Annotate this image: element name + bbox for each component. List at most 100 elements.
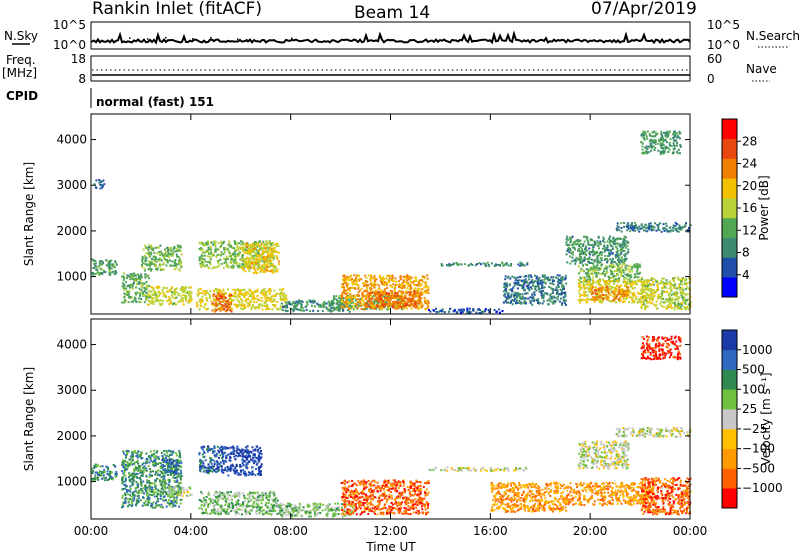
power-cell [611,280,613,282]
power-cell [220,262,223,265]
power-cell [374,277,376,280]
power-cell [609,281,612,284]
power-cell [258,304,260,306]
power-cell [149,246,151,249]
power-cell [589,284,591,287]
power-cell [213,240,216,243]
power-cell [248,263,251,266]
power-cell [558,300,561,303]
power-cell [665,225,668,227]
power-cell [147,268,150,271]
power-cell [585,238,588,241]
power-cell [627,225,629,228]
power-cell [593,260,596,263]
power-cell [604,274,607,277]
power-cell [627,291,630,294]
power-cell [251,255,253,258]
power-cell [627,279,630,282]
power-cell [620,253,622,255]
power-cell [259,269,262,272]
power-cell [282,306,284,309]
power-cell [676,230,679,233]
power-cell [590,268,592,271]
power-cell [646,285,649,288]
power-cell [505,298,508,301]
power-cell [223,240,225,243]
power-cell [353,283,356,286]
power-cell [127,301,130,304]
power-cell [635,265,638,268]
power-cell [648,301,650,304]
power-cell [237,266,240,269]
power-cell [383,296,386,298]
power-cell [224,251,226,253]
power-cell [401,298,404,301]
power-cell [329,310,332,313]
power-cell [685,282,688,285]
power-cell [366,290,369,293]
power-cell [148,254,151,257]
power-cell [407,297,409,300]
power-cell [268,293,271,296]
power-cell [551,290,554,293]
power-cell [610,287,613,290]
power-cell [633,273,636,276]
power-cell [336,300,339,303]
power-cell [408,291,411,294]
power-cell [569,262,572,265]
power-cell [621,249,624,252]
power-cell [219,302,222,305]
power-cell [426,306,429,309]
power-cell [108,271,111,274]
power-cell [254,244,257,247]
power-cell [218,264,221,267]
power-cell [247,291,249,294]
power-cell [607,279,610,282]
power-cell [169,264,172,267]
power-cell [640,133,643,136]
power-cell [150,260,153,263]
power-cell [652,225,655,228]
power-cell [460,308,463,311]
power-cell [460,263,463,266]
power-cell [385,294,388,297]
power-cell [627,227,630,230]
power-cell [603,241,606,244]
power-cell [521,295,524,298]
power-cell [403,286,406,289]
power-cell [358,304,361,307]
power-cell [513,298,516,301]
power-cell [646,286,649,289]
power-cell [621,266,624,269]
power-cell [253,267,256,270]
power-cell [627,248,630,251]
power-cell [361,294,364,297]
power-cell [683,296,686,299]
power-cell [362,295,365,298]
power-cell [244,260,247,263]
power-cell [622,295,625,298]
power-cell [209,252,212,255]
power-cell [412,297,415,300]
power-cell [270,295,273,298]
power-cell [616,222,619,225]
power-cell [220,241,223,244]
power-cell [152,255,155,258]
power-cell [405,304,408,307]
power-cell [93,266,96,269]
power-cell [547,277,549,280]
power-cell [261,250,264,253]
power-cell [406,281,409,284]
power-cell [567,238,570,241]
power-cell [148,296,151,299]
power-cell [596,288,599,291]
power-cell [361,292,364,295]
power-cell [669,282,672,285]
power-cell [519,293,522,296]
power-cell [367,300,370,303]
power-cell [245,265,248,268]
power-cell [170,286,173,289]
power-cell [580,246,583,249]
power-cell [413,283,416,286]
power-cell [370,275,373,278]
